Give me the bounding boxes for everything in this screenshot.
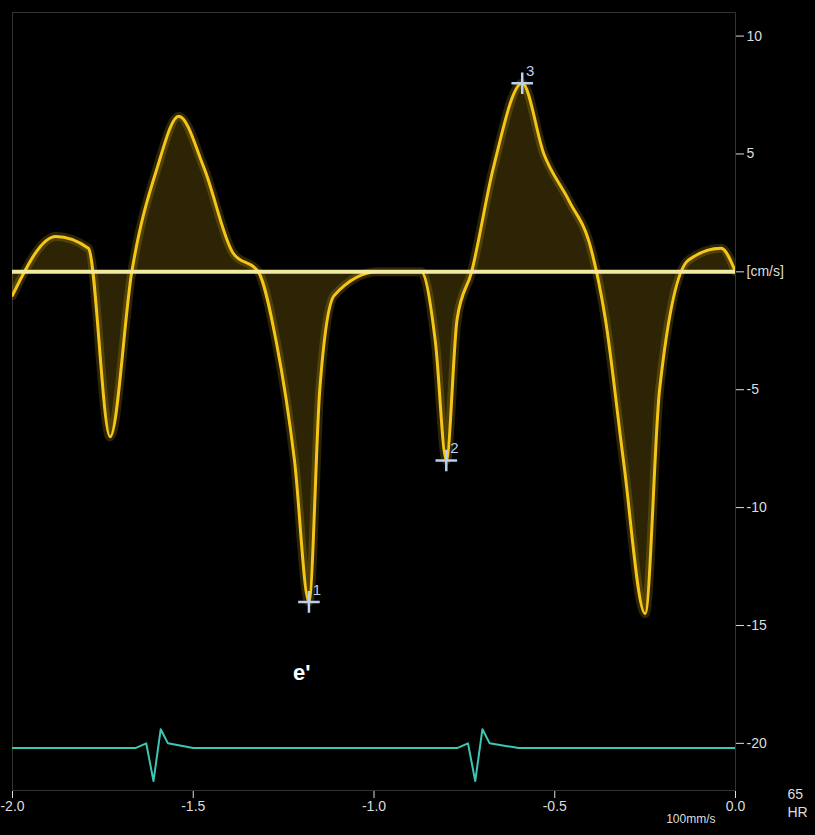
- svg-text:-0.5: -0.5: [543, 798, 567, 814]
- svg-text:-1.0: -1.0: [362, 798, 386, 814]
- svg-text:3: 3: [526, 62, 534, 79]
- svg-text:100mm/s: 100mm/s: [666, 812, 715, 826]
- svg-text:10: 10: [747, 28, 763, 44]
- svg-text:2: 2: [450, 439, 458, 456]
- svg-text:-10: -10: [747, 499, 767, 515]
- svg-text:-2.0: -2.0: [0, 798, 24, 814]
- svg-text:e': e': [293, 660, 310, 685]
- svg-text:[cm/s]: [cm/s]: [747, 263, 784, 279]
- svg-text:5: 5: [747, 145, 755, 161]
- svg-text:-1.5: -1.5: [181, 798, 205, 814]
- svg-text:-20: -20: [747, 735, 767, 751]
- svg-text:0.0: 0.0: [726, 798, 746, 814]
- svg-text:-5: -5: [747, 381, 760, 397]
- svg-text:1: 1: [313, 581, 321, 598]
- svg-text:65: 65: [788, 786, 804, 802]
- svg-text:-15: -15: [747, 617, 767, 633]
- svg-text:HR: HR: [788, 804, 808, 820]
